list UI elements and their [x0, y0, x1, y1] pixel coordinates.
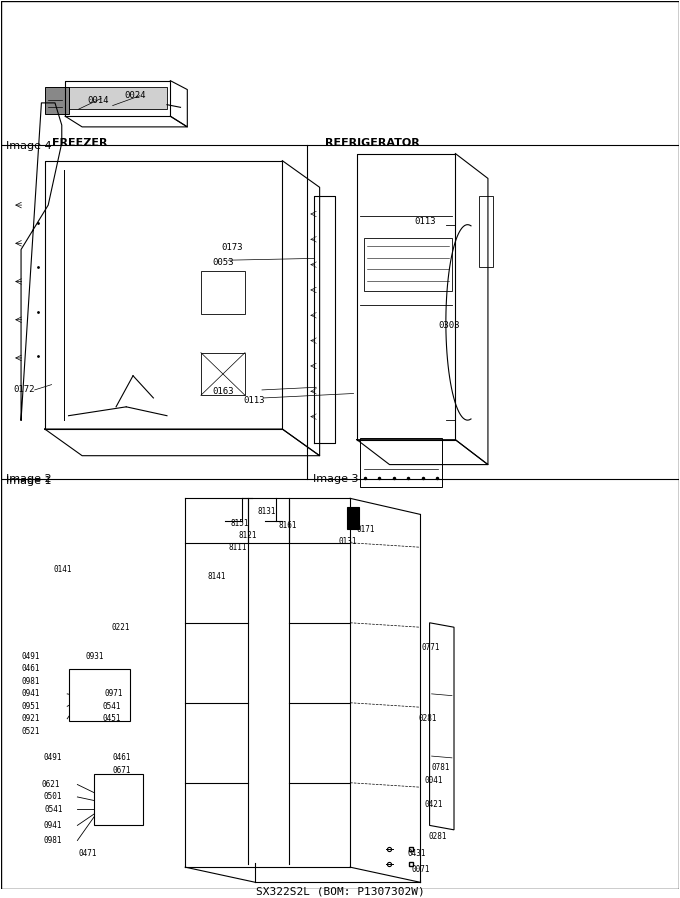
Text: Image 3: Image 3	[313, 474, 358, 484]
Text: 8121: 8121	[238, 532, 257, 541]
Text: 0431: 0431	[408, 850, 426, 858]
Text: 0491: 0491	[44, 753, 62, 762]
Text: 0071: 0071	[411, 866, 430, 875]
Text: 8131: 8131	[257, 507, 275, 516]
Bar	[69, 669, 130, 720]
Text: 0491: 0491	[21, 652, 39, 661]
Text: 0501: 0501	[44, 792, 62, 801]
Text: 0941: 0941	[44, 821, 62, 830]
Text: 0781: 0781	[432, 763, 450, 772]
Text: REFRIGERATOR: REFRIGERATOR	[325, 138, 420, 148]
Text: 0281: 0281	[418, 714, 437, 723]
Text: 0931: 0931	[86, 652, 104, 661]
Text: 0971: 0971	[105, 690, 123, 699]
Bar	[364, 238, 452, 291]
Text: 0671: 0671	[113, 766, 131, 775]
Text: 0281: 0281	[428, 832, 447, 841]
Bar	[69, 87, 167, 110]
Text: 0951: 0951	[21, 702, 39, 711]
Text: 0173: 0173	[221, 243, 243, 252]
Bar	[95, 774, 143, 825]
Text: 0041: 0041	[425, 777, 443, 786]
Text: 0131: 0131	[339, 536, 357, 545]
Text: SX322S2L (BOM: P1307302W): SX322S2L (BOM: P1307302W)	[256, 886, 424, 897]
Text: 0053: 0053	[212, 259, 234, 268]
Text: Image 4: Image 4	[6, 141, 52, 151]
Text: 8111: 8111	[228, 542, 247, 551]
Bar	[347, 507, 359, 530]
Bar	[201, 271, 245, 313]
Text: 0451: 0451	[103, 714, 121, 723]
Text: 0921: 0921	[21, 714, 39, 723]
Text: 0771: 0771	[422, 643, 440, 652]
Text: 0461: 0461	[21, 665, 39, 674]
Bar	[360, 438, 442, 487]
Text: 0171: 0171	[357, 525, 375, 534]
Text: 0621: 0621	[41, 780, 60, 789]
Text: 0541: 0541	[103, 702, 121, 711]
Text: Image 1: Image 1	[6, 476, 52, 486]
Text: 0461: 0461	[113, 753, 131, 762]
Text: FREEZER: FREEZER	[52, 138, 107, 148]
Text: 0981: 0981	[44, 836, 62, 845]
Text: 0172: 0172	[13, 385, 35, 394]
Text: 8161: 8161	[279, 521, 297, 530]
Text: 0163: 0163	[212, 387, 234, 396]
Bar	[201, 353, 245, 395]
Text: Image 2: Image 2	[6, 474, 52, 484]
Text: 0141: 0141	[54, 565, 72, 574]
Text: 0981: 0981	[21, 677, 39, 686]
Text: 0113: 0113	[415, 216, 436, 225]
Text: 0541: 0541	[45, 805, 63, 814]
Text: 0521: 0521	[21, 726, 39, 735]
Text: 0221: 0221	[112, 622, 130, 631]
Text: 8141: 8141	[207, 572, 226, 581]
Bar	[45, 87, 69, 113]
Text: 0014: 0014	[88, 96, 109, 105]
Bar	[479, 196, 493, 268]
Text: 0113: 0113	[243, 396, 265, 405]
Text: 8151: 8151	[230, 519, 249, 528]
Text: 0941: 0941	[21, 690, 39, 699]
Text: 0471: 0471	[79, 850, 97, 858]
Text: 0303: 0303	[439, 321, 460, 330]
Text: 0024: 0024	[124, 92, 146, 101]
Text: 0421: 0421	[425, 800, 443, 809]
